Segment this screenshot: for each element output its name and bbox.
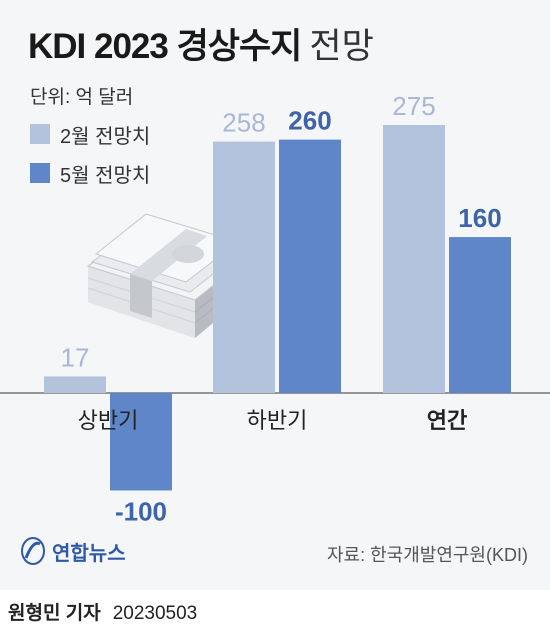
value-label-feb-1: 258 [222, 108, 265, 138]
page-title: KDI 2023 경상수지 전망 [28, 18, 374, 69]
bar-feb-0 [44, 376, 106, 393]
bar-chart: 17 258 275 -100 260 160 상반기 하반기 연간 [0, 91, 550, 526]
category-label-2: 연간 [427, 408, 467, 433]
source-note: 자료: 한국개발연구원(KDI) [326, 545, 528, 565]
globe-logo-icon [21, 537, 45, 565]
reporter-name: 원형민 기자 [8, 603, 101, 624]
bar-may-2 [449, 237, 511, 393]
yonhap-logo: 연합뉴스 [20, 536, 126, 566]
bar-feb-2 [383, 125, 445, 393]
value-label-feb-0: 17 [61, 342, 90, 372]
unit-label: 단위: 억 달러 [30, 87, 134, 108]
legend-swatch-may [30, 163, 50, 183]
byline: 원형민 기자 20230503 [8, 598, 197, 625]
bar-may-0 [110, 393, 172, 491]
logo-text: 연합뉴스 [52, 542, 126, 565]
value-label-may-2: 160 [458, 203, 501, 233]
legend-swatch-feb [30, 124, 50, 144]
title-main: KDI 2023 경상수지 [28, 27, 302, 66]
bar-may-1 [279, 139, 341, 393]
money-stack-icon [86, 213, 252, 338]
category-label-0: 상반기 [78, 408, 139, 433]
legend-item-may: 5월 전망치 [30, 160, 151, 187]
bar-feb-1 [213, 141, 275, 393]
title-sub: 전망 [309, 27, 374, 66]
value-label-feb-2: 275 [392, 91, 435, 121]
legend-label-feb: 2월 전망치 [60, 125, 151, 148]
legend-label-may: 5월 전망치 [60, 164, 151, 187]
legend-item-feb: 2월 전망치 [30, 121, 151, 148]
category-label-1: 하반기 [247, 408, 308, 433]
value-label-may-0: -100 [115, 496, 167, 526]
publish-date: 20230503 [112, 603, 198, 624]
value-label-may-1: 260 [288, 106, 331, 136]
